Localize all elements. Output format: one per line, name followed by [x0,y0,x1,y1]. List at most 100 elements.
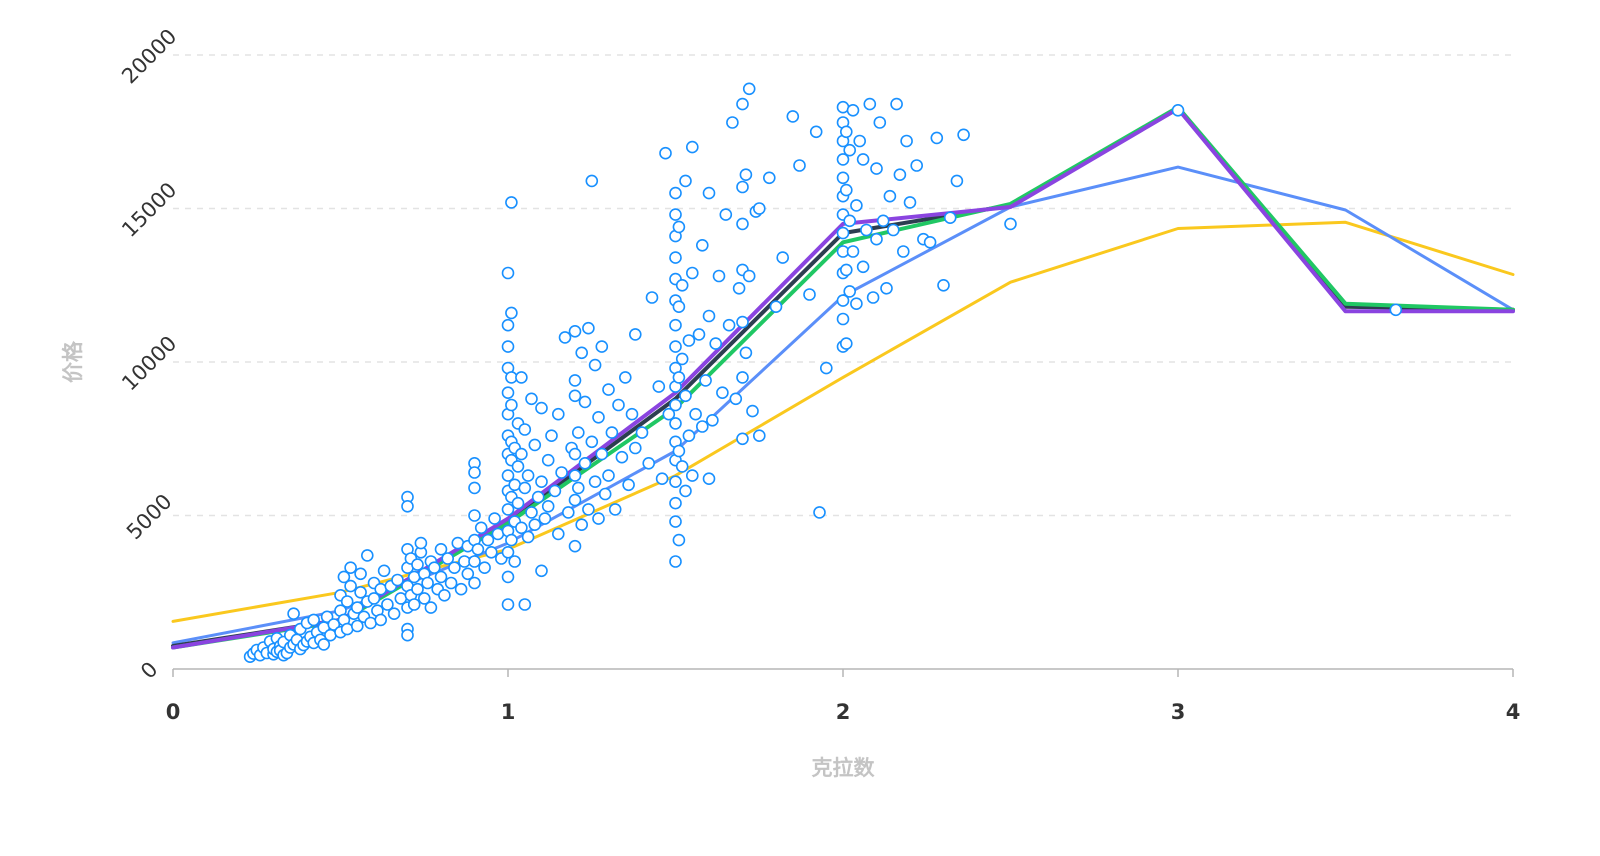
scatter-point [515,371,528,384]
x-tick-label: 4 [1506,700,1521,724]
scatter-point [538,512,552,525]
axes [172,668,1514,677]
scatter-point [468,481,481,495]
scatter-point [568,493,582,507]
scatter-point [655,472,669,486]
scatter-point [588,475,602,489]
scatter-point [682,334,696,347]
scatter-point [344,579,357,593]
scatter-point [468,555,481,568]
y-tick-label: 15000 [117,178,181,242]
scatter-point [541,499,555,513]
scatter-point [474,521,488,535]
scatter-point [675,352,689,366]
scatter-point [628,441,642,455]
x-tick-label: 0 [166,700,181,724]
scatter-point [448,561,461,575]
scatter-point [739,346,753,360]
scatter-point [468,466,481,479]
scatter-point [568,389,582,403]
scatter-point [350,619,364,633]
scatter-point [692,328,706,341]
scatter-point [776,251,790,264]
scatter-point [672,220,686,234]
scatter-point [1004,217,1017,231]
scatter-point [856,260,870,274]
scatter-point [354,585,367,599]
x-tick-label: 1 [501,700,516,724]
scatter-point [669,417,682,430]
scatter-point [468,509,481,522]
scatter-point [866,291,880,304]
scatter-point [501,340,515,353]
scatter-point [685,469,699,482]
scatter-point [344,561,357,575]
scatter-point [387,607,401,621]
scatter-point [568,469,582,482]
scatter-point [434,570,448,584]
scatter-point [850,199,863,212]
scatter-point [957,128,970,142]
scatter-point [391,573,404,587]
scatter-point [488,512,501,525]
scatter-point [528,438,542,452]
scatter-point [461,567,475,581]
scatter-point [726,116,739,129]
scatter-point [736,217,749,231]
scatter-point [880,281,893,295]
scatter-point [521,469,535,482]
scatter-point [407,598,421,611]
scatter-point [501,570,515,584]
scatter-point [679,174,692,188]
scatter-point [846,245,860,258]
scatter-point [505,306,518,320]
scatter-point [518,423,532,436]
scatter-point [716,386,729,400]
scatter-point [525,392,538,406]
scatter-point [568,447,582,461]
scatter-point [551,407,565,421]
scatter-point [501,386,515,400]
y-tick-label: 20000 [117,24,181,88]
scatter-point [360,549,374,562]
scatter-point [505,533,518,547]
scatter-point [411,558,424,571]
scatter-point [521,530,535,544]
scatter-point [411,582,424,596]
scatter-point [575,518,589,532]
scatter-point [592,512,605,525]
scatter-point [625,407,639,421]
y-tick-label: 5000 [122,489,177,544]
scatter-point [890,97,903,111]
scatter-point [669,340,682,353]
scatter-point [578,456,592,470]
scatter-point [595,340,609,353]
scatter-point [571,481,585,495]
scatter-point [742,269,756,283]
scatter-point [736,432,749,446]
scatter-point [860,223,873,237]
scatter-point [669,251,682,264]
scatter-points [243,82,1403,664]
scatter-point [421,576,434,590]
scatter-point [628,328,642,341]
scatter-point [672,371,686,384]
scatter-point [669,496,682,510]
scatter-point [501,318,515,332]
scatter-point [846,104,860,117]
scatter-point [317,638,331,651]
scatter-point [689,407,702,421]
scatter-point [672,300,686,314]
scatter-point [1171,104,1185,117]
scatter-point [575,346,589,360]
scatter-point [515,521,528,535]
scatter-point [555,466,568,479]
scatter-point [836,312,850,326]
scatter-point [736,371,749,384]
scatter-point [679,389,692,403]
scatter-point [518,481,532,495]
scatter-point [605,426,619,439]
scatter-point [414,536,428,550]
scatter-point [856,153,870,166]
